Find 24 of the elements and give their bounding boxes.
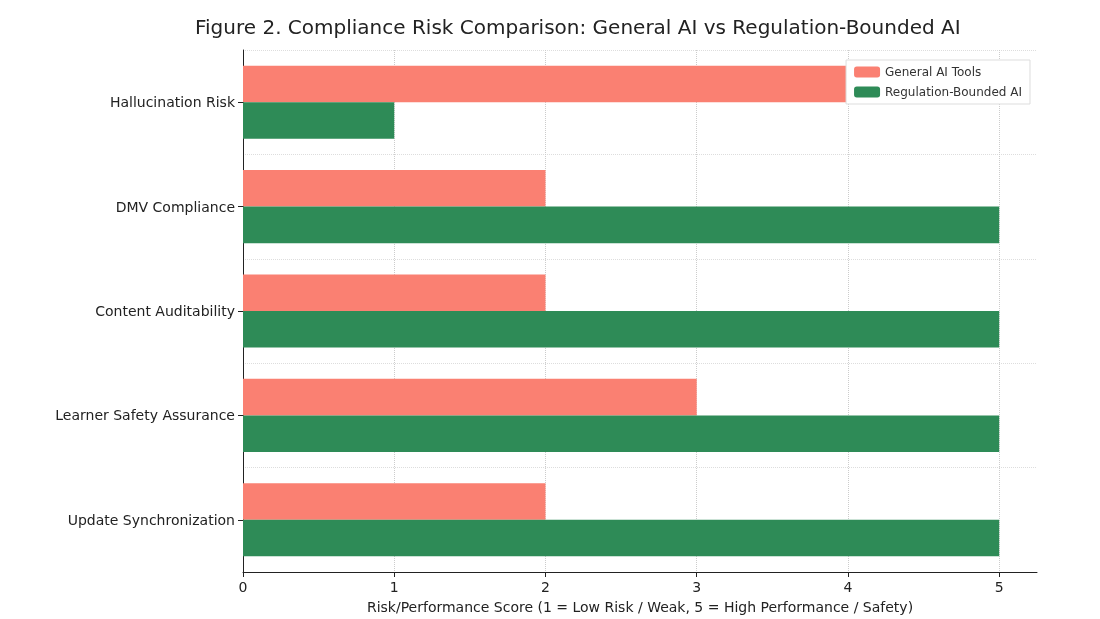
- y-tick-label: Content Auditability: [95, 303, 235, 319]
- x-tick-label: 5: [994, 579, 1004, 595]
- bar: [243, 519, 1000, 557]
- x-tick-label: 2: [541, 579, 550, 595]
- bar: [243, 170, 546, 207]
- y-tick-label: DMV Compliance: [115, 198, 235, 215]
- bar: [243, 415, 1000, 452]
- bar: [243, 378, 697, 416]
- x-axis-title: Risk/Performance Score (1 = Low Risk / Weak, 5 = High Performance / Safety): [366, 599, 914, 615]
- x-tick-label: 4: [843, 579, 853, 595]
- x-tick-label: 3: [692, 579, 702, 595]
- bar: [243, 483, 546, 520]
- chart-title: Figure 2. Compliance Risk Comparison: General AI vs Regulation-Bounded AI: [195, 15, 961, 39]
- y-tick-label: Learner Safety Assurance: [55, 407, 235, 424]
- x-tick-label: 1: [389, 579, 399, 595]
- bar: [243, 311, 1000, 348]
- bar: [243, 206, 1000, 244]
- x-tick-label: 0: [238, 579, 248, 595]
- y-tick-label: Hallucination Risk: [109, 94, 236, 111]
- y-tick-label: Update Synchronization: [67, 511, 235, 528]
- bar: [243, 102, 395, 139]
- legend-label: General AI Tools: [885, 65, 982, 79]
- bar: [243, 274, 546, 311]
- legend-label: Regulation-Bounded AI: [885, 85, 1023, 99]
